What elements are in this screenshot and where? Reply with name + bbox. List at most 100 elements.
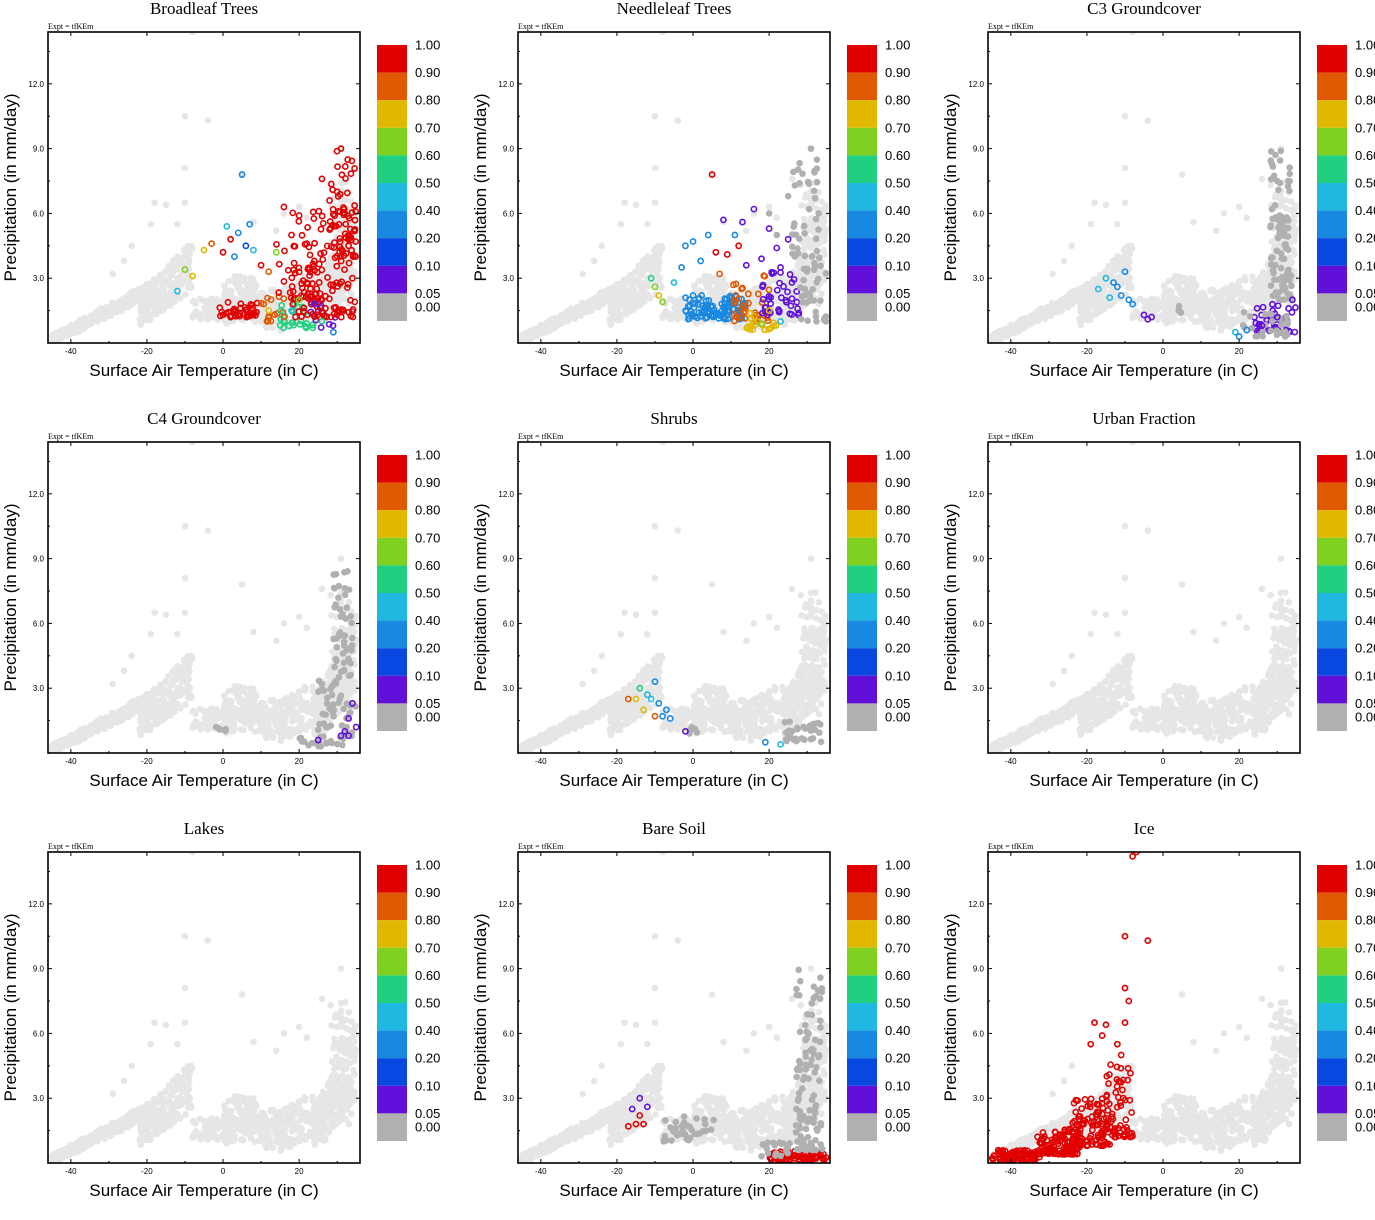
data-point [1269, 206, 1276, 213]
data-point [759, 256, 764, 261]
background-point [240, 291, 247, 298]
data-point [798, 316, 805, 323]
data-point [1273, 327, 1280, 334]
background-point [138, 727, 145, 734]
x-tick-label: 0 [1161, 347, 1166, 356]
data-point [1177, 309, 1184, 316]
background-point [210, 314, 217, 321]
data-point [348, 171, 353, 176]
background-point [338, 294, 345, 301]
background-point [1100, 306, 1107, 313]
data-point [286, 268, 291, 273]
data-point [1275, 187, 1282, 194]
background-point [1291, 218, 1298, 225]
background-point [1192, 319, 1199, 326]
background-point [535, 329, 542, 336]
colorbar-swatch [1317, 128, 1347, 156]
background-point [88, 320, 95, 327]
background-point [1176, 273, 1183, 280]
background-point [176, 675, 183, 682]
colorbar-label: 0.40 [1355, 203, 1375, 218]
background-point [1269, 238, 1276, 245]
background-point [148, 292, 155, 299]
data-point [291, 260, 296, 265]
background-point [1173, 296, 1180, 303]
data-point [311, 209, 316, 214]
data-point [801, 230, 808, 237]
chart-subtitle: Expt = tfKEm [48, 432, 94, 441]
background-point [130, 702, 137, 709]
y-tick-label: 9.0 [973, 145, 985, 154]
background-point [109, 300, 116, 307]
background-point [147, 727, 154, 734]
background-point [327, 268, 334, 275]
data-point [794, 245, 801, 252]
x-tick-label: -20 [141, 347, 153, 356]
colorbar-swatch [847, 266, 877, 294]
background-point [169, 691, 176, 698]
data-point [671, 280, 676, 285]
data-point [810, 286, 817, 293]
background-point [1213, 227, 1220, 234]
background-point [1070, 292, 1077, 299]
y-tick-label: 12.0 [498, 80, 514, 89]
background-point [1219, 298, 1226, 305]
background-point [1205, 311, 1212, 318]
chart-title: Needleleaf Trees [617, 0, 732, 18]
data-point [822, 313, 829, 320]
background-point [1213, 295, 1220, 302]
data-point [1176, 303, 1183, 310]
data-point [813, 236, 820, 243]
colorbar-label: 0.20 [415, 231, 440, 246]
background-point [74, 324, 81, 331]
data-point [345, 157, 350, 162]
data-point [811, 260, 818, 267]
background-point [159, 286, 166, 293]
data-point [228, 237, 233, 242]
background-point [215, 715, 222, 722]
data-point [817, 297, 824, 304]
background-point [82, 729, 89, 736]
background-point [667, 316, 674, 323]
colorbar-swatch [377, 211, 407, 239]
background-point [1162, 288, 1169, 295]
data-point [1273, 248, 1280, 255]
data-point [1237, 334, 1242, 339]
data-point [352, 166, 357, 171]
data-point [1284, 321, 1291, 328]
y-tick-label: 6.0 [503, 209, 515, 218]
chart-subtitle: Expt = tfKEm [518, 22, 564, 31]
background-point [168, 288, 175, 295]
data-point [1272, 152, 1279, 159]
background-point [1236, 204, 1243, 211]
colorbar-label: 1.00 [885, 38, 910, 53]
background-point [190, 722, 197, 729]
data-point [808, 145, 815, 152]
data-point [816, 254, 823, 261]
background-point [110, 307, 117, 314]
background-point [821, 218, 828, 225]
data-point [811, 188, 818, 195]
data-point [814, 156, 821, 163]
data-point [305, 281, 310, 286]
data-point [803, 299, 810, 306]
background-point [558, 320, 565, 327]
data-point [1269, 161, 1276, 168]
background-point [1272, 194, 1279, 201]
background-point [660, 312, 667, 319]
background-point [110, 717, 117, 724]
data-point [814, 179, 821, 186]
data-point [814, 248, 821, 255]
background-point [303, 214, 310, 221]
data-point [801, 266, 808, 273]
data-point [1277, 220, 1284, 227]
background-point [182, 701, 189, 708]
background-point [1062, 303, 1069, 310]
data-point [328, 219, 333, 224]
colorbar-swatch [377, 73, 407, 101]
background-point [1260, 278, 1267, 285]
background-point [592, 303, 599, 310]
background-point [645, 293, 652, 300]
